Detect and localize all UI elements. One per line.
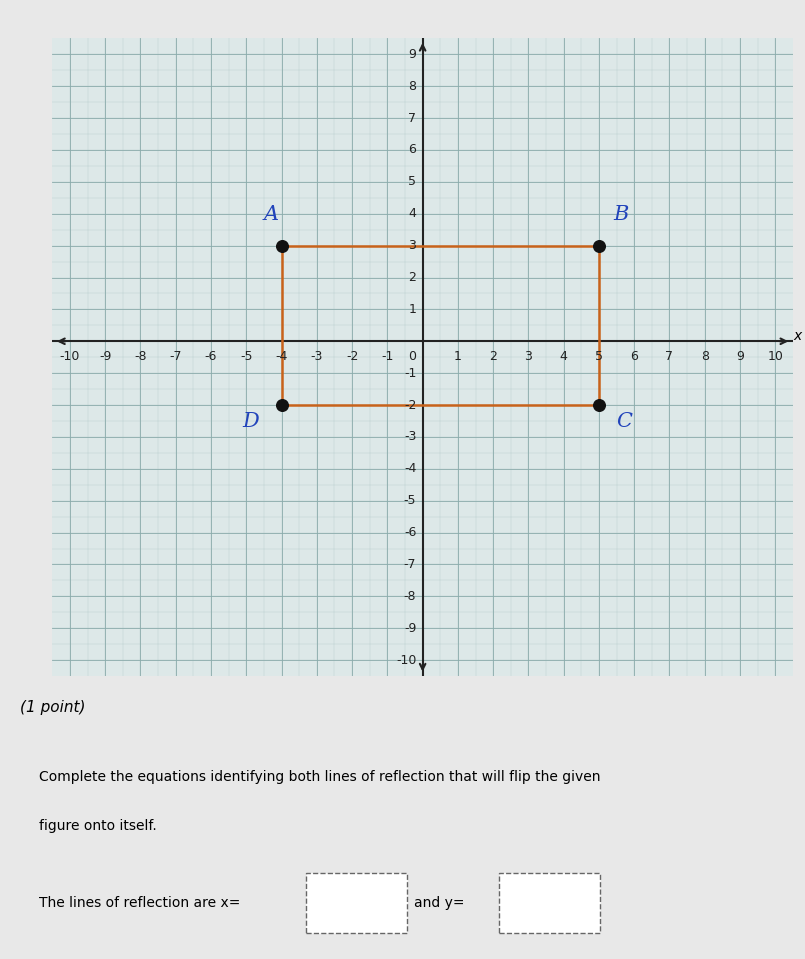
Text: A: A [264, 205, 279, 224]
Text: -10: -10 [60, 350, 80, 363]
Text: B: B [613, 205, 629, 224]
Text: 7: 7 [408, 111, 416, 125]
Text: -1: -1 [404, 366, 416, 380]
Text: -5: -5 [240, 350, 253, 363]
Text: 8: 8 [408, 80, 416, 93]
Text: -4: -4 [275, 350, 287, 363]
Text: 9: 9 [408, 48, 416, 60]
Point [592, 238, 605, 253]
Text: 9: 9 [736, 350, 744, 363]
Text: 8: 8 [701, 350, 708, 363]
Text: 1: 1 [454, 350, 462, 363]
Text: -7: -7 [404, 558, 416, 571]
Text: -1: -1 [382, 350, 394, 363]
Text: -10: -10 [396, 654, 416, 667]
Text: -2: -2 [404, 399, 416, 411]
Text: 5: 5 [408, 175, 416, 188]
Text: -2: -2 [346, 350, 358, 363]
Text: -4: -4 [404, 462, 416, 476]
Text: (1 point): (1 point) [20, 700, 85, 714]
Text: -6: -6 [404, 526, 416, 539]
Text: 1: 1 [408, 303, 416, 316]
Text: 4: 4 [408, 207, 416, 221]
Text: 5: 5 [595, 350, 603, 363]
Text: -6: -6 [204, 350, 217, 363]
Text: -5: -5 [404, 494, 416, 507]
Text: 6: 6 [408, 144, 416, 156]
Text: C: C [617, 412, 633, 432]
Text: -7: -7 [170, 350, 182, 363]
FancyBboxPatch shape [499, 874, 600, 932]
Text: -8: -8 [134, 350, 147, 363]
Text: figure onto itself.: figure onto itself. [39, 819, 157, 832]
Text: -8: -8 [404, 590, 416, 603]
Text: 2: 2 [489, 350, 497, 363]
Text: x: x [794, 329, 802, 342]
Text: and y=: and y= [415, 896, 464, 910]
Text: -3: -3 [404, 431, 416, 443]
Text: 7: 7 [666, 350, 674, 363]
Text: 0: 0 [408, 350, 416, 363]
Text: -3: -3 [311, 350, 323, 363]
Text: 3: 3 [525, 350, 532, 363]
Text: D: D [243, 412, 259, 432]
Text: -9: -9 [404, 621, 416, 635]
Text: 6: 6 [630, 350, 638, 363]
Text: 3: 3 [408, 239, 416, 252]
Text: 10: 10 [767, 350, 783, 363]
Point [592, 397, 605, 412]
Point [275, 238, 288, 253]
Text: Complete the equations identifying both lines of reflection that will flip the g: Complete the equations identifying both … [39, 770, 601, 784]
Text: -9: -9 [99, 350, 111, 363]
Text: 2: 2 [408, 271, 416, 284]
Text: 4: 4 [559, 350, 568, 363]
Point [275, 397, 288, 412]
Text: The lines of reflection are x=: The lines of reflection are x= [39, 896, 241, 910]
FancyBboxPatch shape [306, 874, 407, 932]
